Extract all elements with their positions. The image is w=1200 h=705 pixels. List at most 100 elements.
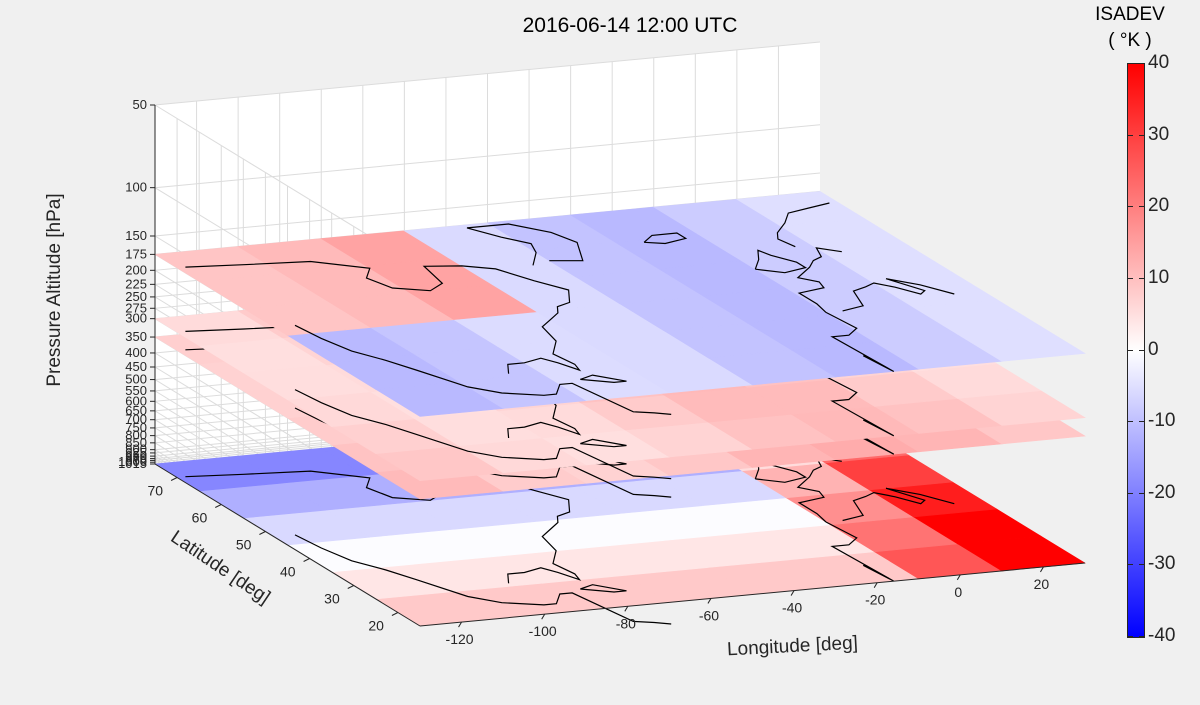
colorbar-tick-mark	[1128, 636, 1133, 637]
x-tick-mark	[873, 582, 878, 588]
colorbar-tick-mark	[1139, 421, 1144, 423]
isadev-cell	[735, 191, 866, 227]
z-tick-label: 800	[125, 428, 147, 443]
x-tick-label: -60	[699, 607, 719, 623]
x-tick-mark	[956, 574, 961, 581]
z-axis-label: Pressure Altitude [hPa]	[44, 193, 65, 387]
coastline	[754, 249, 808, 274]
x-tick-mark	[790, 590, 795, 596]
colorbar-title: ISADEV ( °K )	[1085, 2, 1175, 54]
z-tick-label: 225	[125, 276, 147, 291]
coastline	[185, 470, 582, 584]
colorbar-tick-mark	[1128, 277, 1133, 279]
z-tick-label: 100	[125, 180, 147, 195]
coastline	[842, 487, 955, 522]
z-tick-label: 850	[125, 435, 147, 450]
coastline	[294, 534, 672, 625]
colorbar-tick-label: -40	[1148, 625, 1176, 646]
z-tick-label: 350	[125, 329, 147, 344]
colorbar-tick-mark	[1128, 134, 1133, 136]
x-tick-label: 20	[1034, 576, 1050, 592]
colorbar-tick-mark	[1128, 206, 1133, 208]
colorbar-tick-mark	[1128, 564, 1133, 566]
x-tick-label: -80	[616, 615, 636, 631]
colorbar-tick-mark	[1139, 564, 1144, 566]
coastline	[580, 374, 627, 384]
z-tick-label: 985	[125, 452, 147, 467]
colorbar-tick-label: 40	[1148, 52, 1170, 73]
colorbar	[1127, 63, 1145, 638]
z-tick-label: 900	[125, 442, 147, 457]
y-tick-mark	[259, 531, 266, 535]
y-tick-mark	[215, 504, 222, 508]
colorbar-tick-mark	[1139, 349, 1144, 351]
coastline	[580, 438, 627, 448]
z-tick-label: 550	[125, 383, 147, 398]
x-tick-mark	[458, 621, 462, 628]
x-tick-label: -20	[865, 592, 885, 608]
y-tick-mark	[391, 612, 399, 616]
colorbar-tick-label: 20	[1148, 195, 1170, 217]
coastline	[185, 260, 582, 374]
coastline	[825, 376, 895, 437]
coastline	[754, 458, 808, 483]
colorbar-title-line1: ISADEV	[1095, 4, 1165, 25]
tick-labels: 5010015017520022525027530035040045050055…	[118, 97, 1049, 647]
z-tick-label: 600	[125, 393, 147, 408]
colorbar-tick-mark	[1139, 206, 1144, 208]
y-tick-label: 40	[280, 564, 296, 580]
y-tick-mark	[347, 585, 354, 589]
coastline	[294, 389, 672, 480]
coastline	[294, 324, 672, 415]
pressure-slice-175	[154, 191, 1086, 417]
z-tick-label: 300	[125, 311, 147, 326]
x-axis-line	[419, 562, 1086, 627]
y-tick-label: 20	[368, 618, 384, 634]
colorbar-tick-mark	[1139, 492, 1144, 494]
z-tick-label: 950	[125, 448, 147, 463]
y-tick-label: 30	[324, 591, 340, 607]
colorbar-tick-mark	[1128, 349, 1133, 351]
coastline	[466, 223, 584, 266]
z-tick-label: 650	[125, 403, 147, 418]
colorbar-tick-label: -10	[1148, 410, 1176, 432]
x-tick-mark	[1040, 566, 1044, 573]
x-tick-mark	[541, 613, 546, 620]
z-tick-label: 500	[125, 372, 147, 387]
z-tick-label: 1000	[118, 454, 147, 469]
colorbar-tick-mark	[1139, 636, 1144, 637]
x-tick-mark	[707, 598, 712, 604]
colorbar-title-line2: ( °K )	[1108, 30, 1152, 51]
y-tick-label: 60	[192, 510, 208, 526]
y-tick-mark	[303, 558, 310, 562]
y-tick-label: 50	[236, 537, 252, 553]
coastline	[825, 521, 895, 582]
z-tick-label: 150	[125, 228, 147, 243]
y-tick-mark	[170, 477, 178, 481]
colorbar-tick-mark	[1139, 63, 1144, 64]
coastline	[643, 232, 688, 245]
x-tick-mark	[624, 606, 629, 612]
z-tick-label: 275	[125, 300, 147, 315]
colorbar-tick-mark	[1139, 277, 1144, 279]
colorbar-tick-mark	[1128, 492, 1133, 494]
z-tick-label: 970	[125, 451, 147, 466]
y-axis-line	[154, 463, 421, 627]
colorbar-tick-mark	[1139, 134, 1144, 136]
coastline	[580, 584, 627, 593]
z-tick-label: 250	[125, 289, 147, 304]
colorbar-tick-label: -30	[1148, 553, 1176, 575]
x-tick-label: -120	[446, 631, 474, 647]
coastline	[776, 202, 830, 248]
colorbar-tick-label: 0	[1148, 338, 1159, 360]
colorbar-tick-label: -20	[1148, 481, 1176, 503]
z-tick-label: 750	[125, 420, 147, 435]
x-tick-label: -100	[529, 623, 557, 639]
colorbar-tick-label: 10	[1148, 266, 1170, 288]
x-tick-label: 0	[954, 584, 962, 600]
coastline	[796, 247, 842, 313]
z-tick-label: 400	[125, 345, 147, 360]
z-tick-label: 925	[125, 445, 147, 460]
x-tick-label: -40	[782, 600, 802, 616]
